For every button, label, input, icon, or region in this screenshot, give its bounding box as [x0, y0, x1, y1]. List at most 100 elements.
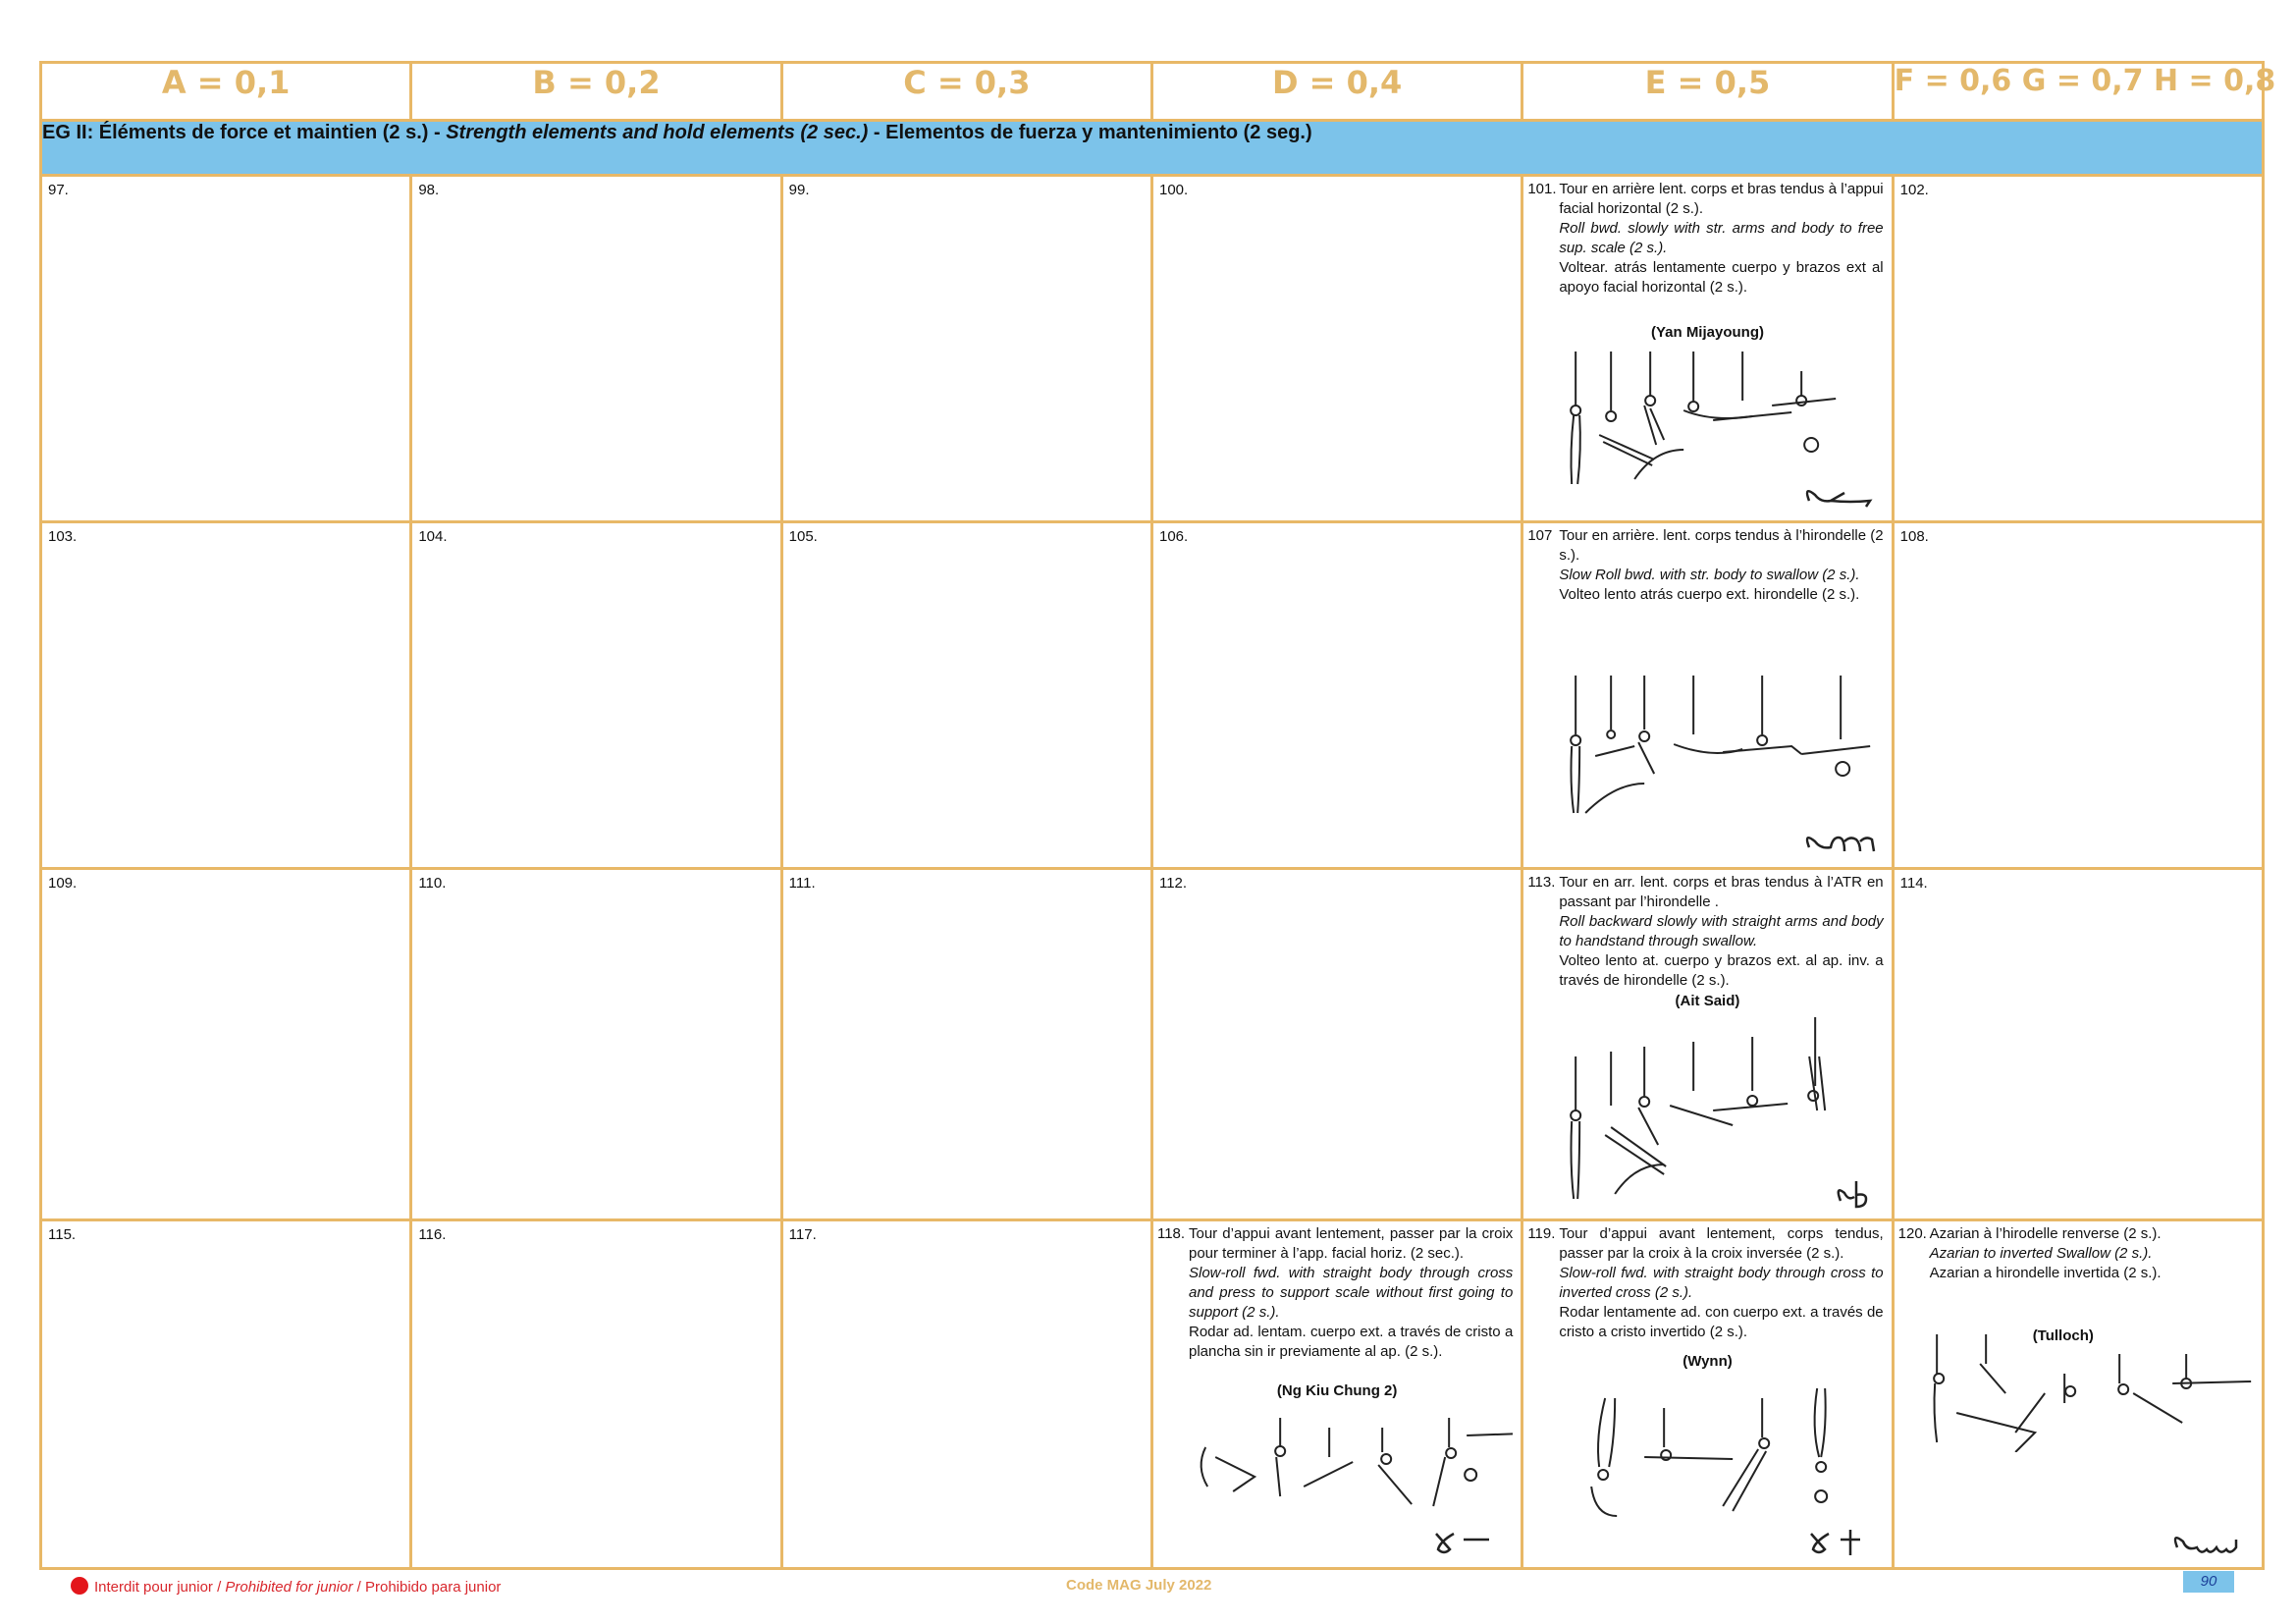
description-fr: Tour en arrière. lent. corps tendus à l’… — [1559, 527, 1884, 564]
element-number: 112. — [1158, 875, 1188, 892]
cell-117: 117. — [779, 1218, 1153, 1570]
description-fr: Tour en arr. lent. corps et bras tendus … — [1559, 874, 1884, 910]
cell-103: 103. — [38, 520, 413, 870]
description-es: Volteo lento atrás cuerpo ext. hirondell… — [1559, 586, 1860, 603]
header-c: C = 0,3 — [779, 61, 1153, 122]
element-figure — [1543, 676, 1883, 818]
element-description: 119. Tour d’appui avant lentement, corps… — [1527, 1224, 1887, 1342]
legend-fr: Interdit pour junior / — [94, 1579, 226, 1596]
description-en: Slow-roll fwd. with straight body throug… — [1559, 1265, 1884, 1301]
element-figure — [1543, 352, 1883, 489]
signature-glyph — [1805, 836, 1875, 852]
cell-102: 102. — [1891, 174, 2265, 523]
signature-glyph — [1809, 1530, 1860, 1555]
cell-107: 107 Tour en arrière. lent. corps tendus … — [1521, 520, 1895, 870]
description-fr: Tour d’appui avant lentement, corps tend… — [1559, 1225, 1884, 1262]
cell-99: 99. — [779, 174, 1153, 523]
gymnast-name: (Ait Said) — [1675, 993, 1740, 1009]
element-number: 115. — [48, 1226, 77, 1243]
element-description: 120. Azarian à l’hirodelle renverse (2 s… — [1898, 1224, 2258, 1283]
description-fr: Tour en arrière lent. corps et bras tend… — [1559, 181, 1884, 217]
cell-109: 109. — [38, 867, 413, 1221]
description-fr: Tour d’appui avant lentement, passer par… — [1188, 1225, 1514, 1262]
element-number: 106. — [1158, 528, 1189, 545]
element-number: 100. — [1158, 182, 1189, 198]
description-en: Slow-roll fwd. with straight body throug… — [1188, 1265, 1514, 1321]
element-number: 113. — [1527, 874, 1556, 891]
description-es: Azarian a hirondelle invertida (2 s.). — [1929, 1265, 2162, 1281]
element-number: 104. — [418, 528, 448, 545]
element-number: 108. — [1899, 528, 1929, 545]
element-number: 97. — [48, 182, 69, 198]
element-group-band: EG II: Éléments de force et maintien (2 … — [39, 119, 2265, 177]
band-en: Strength elements and hold elements (2 s… — [446, 122, 869, 143]
element-number: 116. — [418, 1226, 447, 1243]
band-fr: EG II: Éléments de force et maintien (2 … — [42, 122, 447, 143]
element-description: 113. Tour en arr. lent. corps et bras te… — [1527, 873, 1887, 991]
description-es: Volteo lento at. cuerpo y brazos ext. al… — [1559, 952, 1884, 989]
table-row: 97. 98. 99. 100. 101. Tour en arrière le… — [38, 174, 2265, 523]
element-figure — [1543, 1017, 1883, 1204]
description-es: Rodar lentamente ad. con cuerpo ext. a t… — [1559, 1304, 1884, 1340]
element-number: 101. — [1527, 181, 1557, 197]
band-es: - Elementos de fuerza y mantenimiento (2… — [868, 122, 1312, 143]
code-edition: Code MAG July 2022 — [1066, 1577, 1212, 1594]
cell-119: 119. Tour d’appui avant lentement, corps… — [1521, 1218, 1895, 1570]
description-en: Azarian to inverted Swallow (2 s.). — [1929, 1245, 2153, 1262]
gymnast-name: (Wynn) — [1682, 1353, 1733, 1370]
value-header-row: A = 0,1 B = 0,2 C = 0,3 D = 0,4 E = 0,5 … — [38, 61, 2275, 122]
element-number: 99. — [788, 182, 810, 198]
prohibited-dot-icon — [71, 1577, 88, 1595]
cell-116: 116. — [409, 1218, 783, 1570]
cell-98: 98. — [409, 174, 783, 523]
gymnast-name: (Yan Mijayoung) — [1650, 324, 1764, 341]
element-number: 111. — [788, 875, 816, 892]
element-number: 110. — [418, 875, 447, 892]
cell-120: 120. Azarian à l’hirodelle renverse (2 s… — [1891, 1218, 2265, 1570]
description-fr: Azarian à l’hirodelle renverse (2 s.). — [1929, 1225, 2162, 1242]
header-d: D = 0,4 — [1149, 61, 1524, 122]
signature-glyph — [2173, 1536, 2238, 1553]
cell-111: 111. — [779, 867, 1153, 1221]
description-es: Voltear. atrás lentamente cuerpo y brazo… — [1559, 259, 1884, 296]
element-number: 105. — [788, 528, 818, 545]
description-en: Roll bwd. slowly with str. arms and body… — [1559, 220, 1884, 256]
cell-101: 101. Tour en arrière lent. corps et bras… — [1521, 174, 1895, 523]
gymnast-name: (Ng Kiu Chung 2) — [1276, 1382, 1398, 1399]
cell-97: 97. — [38, 174, 413, 523]
element-number: 103. — [48, 528, 78, 545]
element-number: 102. — [1899, 182, 1929, 198]
element-number: 114. — [1899, 875, 1928, 892]
element-number: 98. — [418, 182, 440, 198]
page-number: 90 — [2183, 1571, 2234, 1593]
table-row: 109. 110. 111. 112. 113. Tour en arr. le… — [38, 867, 2265, 1221]
cell-100: 100. — [1149, 174, 1524, 523]
cell-104: 104. — [409, 520, 783, 870]
header-b: B = 0,2 — [409, 61, 783, 122]
signature-glyph — [1805, 489, 1873, 508]
element-number: 119. — [1527, 1225, 1556, 1242]
cell-114: 114. — [1891, 867, 2265, 1221]
element-number: 117. — [788, 1226, 817, 1243]
header-e: E = 0,5 — [1521, 61, 1895, 122]
element-number: 118. — [1156, 1225, 1186, 1242]
header-a: A = 0,1 — [38, 61, 413, 122]
description-es: Rodar ad. lentam. cuerpo ext. a través d… — [1188, 1324, 1514, 1360]
signature-glyph — [1837, 1181, 1867, 1209]
element-figure — [1173, 1418, 1524, 1526]
table-row: 103. 104. 105. 106. 107 Tour en arrière.… — [38, 520, 2265, 870]
cell-112: 112. — [1149, 867, 1524, 1221]
element-table: A = 0,1 B = 0,2 C = 0,3 D = 0,4 E = 0,5 … — [38, 61, 2275, 1570]
element-number: 120. — [1897, 1225, 1927, 1242]
cell-106: 106. — [1149, 520, 1524, 870]
element-description: 107 Tour en arrière. lent. corps tendus … — [1527, 526, 1887, 605]
cell-108: 108. — [1891, 520, 2265, 870]
element-figure — [1914, 1334, 2254, 1453]
element-description: 118. Tour d’appui avant lentement, passe… — [1157, 1224, 1517, 1362]
element-description: 101. Tour en arrière lent. corps et bras… — [1527, 180, 1887, 298]
cell-115: 115. — [38, 1218, 413, 1570]
cell-113: 113. Tour en arr. lent. corps et bras te… — [1521, 867, 1895, 1221]
legend-es: / Prohibido para junior — [352, 1579, 502, 1596]
junior-prohibited-legend: Interdit pour junior / Prohibited for ju… — [71, 1577, 501, 1596]
description-en: Slow Roll bwd. with str. body to swallow… — [1559, 567, 1860, 583]
